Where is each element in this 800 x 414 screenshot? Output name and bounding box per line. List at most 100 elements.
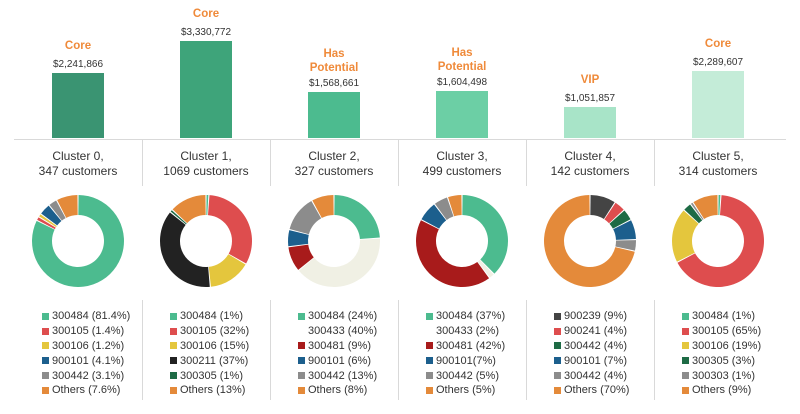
segment-label: Has Potential xyxy=(309,48,359,74)
donut-slice xyxy=(289,200,322,235)
legend-swatch xyxy=(170,327,177,335)
legend-item: Others (7.6%) xyxy=(42,383,130,398)
legend-swatch xyxy=(682,342,689,350)
donut-slice xyxy=(288,244,314,270)
legend-label: Others (13%) xyxy=(180,384,246,397)
legend-item: 300303 (1%) xyxy=(682,368,761,383)
legend-label: 300106 (19%) xyxy=(692,339,762,352)
donut-slice xyxy=(590,195,615,220)
legend-label: Others (7.6%) xyxy=(52,384,121,397)
legend-item: Others (5%) xyxy=(426,383,505,398)
bar-value-label: $1,568,661 xyxy=(308,78,360,89)
legend-item: 300106 (1.2%) xyxy=(42,339,130,354)
legend-item: Others (8%) xyxy=(298,383,377,398)
legend-item: Others (9%) xyxy=(682,383,761,398)
donut-slice xyxy=(462,195,508,274)
donut-slice xyxy=(312,195,334,219)
legend-label: 900101 (6%) xyxy=(308,354,371,367)
legend-swatch xyxy=(682,327,689,335)
legend-item: 300305 (3%) xyxy=(682,353,761,368)
legend-label: Others (5%) xyxy=(436,384,496,397)
legend-swatch xyxy=(682,357,689,365)
legend-swatch xyxy=(42,386,49,394)
legend-label: 300484 (1%) xyxy=(180,310,243,323)
cluster-customers: 1069 customers xyxy=(163,164,249,178)
bar xyxy=(692,71,744,138)
donut-slice xyxy=(604,202,624,224)
legend-divider xyxy=(270,300,271,400)
legend-item: 300433 (2%) xyxy=(426,324,505,339)
legend-swatch xyxy=(426,342,433,350)
legend-item: 300106 (15%) xyxy=(170,339,249,354)
legend-label: 300433 (2%) xyxy=(436,325,499,338)
cluster-name: Cluster 4, xyxy=(564,149,616,163)
cluster-name: Cluster 3, xyxy=(436,149,488,163)
cluster-column: $1,568,661 Has Potential Cluster 2, 327 cus… xyxy=(270,0,398,414)
legend: 900239 (9%) 900241 (4%) 300442 (4%) 900101 … xyxy=(554,309,629,398)
donut-slice xyxy=(208,254,246,287)
donut-chart xyxy=(160,195,252,287)
cluster-customers: 499 customers xyxy=(422,164,502,178)
legend-item: 300105 (1.4%) xyxy=(42,324,130,339)
legend-item: 300305 (1%) xyxy=(170,368,249,383)
legend-swatch xyxy=(426,312,433,320)
donut-slice xyxy=(421,204,447,229)
legend-item: 300484 (37%) xyxy=(426,309,505,324)
donut-slice xyxy=(172,195,206,224)
cluster-name: Cluster 1, xyxy=(180,149,232,163)
legend-item: 300484 (1%) xyxy=(682,309,761,324)
column-divider xyxy=(526,140,527,186)
legend-label: 300106 (15%) xyxy=(180,339,250,352)
legend-swatch xyxy=(42,372,49,380)
legend-label: 300442 (4%) xyxy=(564,369,627,382)
legend-label: 300305 (1%) xyxy=(180,369,243,382)
legend-swatch xyxy=(426,372,433,380)
legend-item: 300106 (19%) xyxy=(682,339,761,354)
cluster-name: Cluster 5, xyxy=(692,149,744,163)
segment-label: Core xyxy=(192,8,220,20)
donut-slice xyxy=(41,205,62,226)
legend-label: 300106 (1.2%) xyxy=(52,339,125,352)
donut-slice xyxy=(39,214,57,228)
donut-slice xyxy=(160,212,210,287)
legend-label: 900101 (4.1%) xyxy=(52,354,125,367)
cluster-name: Cluster 0, xyxy=(52,149,104,163)
donut-slice xyxy=(609,210,631,229)
legend-item: 900101 (7%) xyxy=(554,353,629,368)
donut-slice xyxy=(718,195,721,216)
cluster-customers: 347 customers xyxy=(38,164,118,178)
donut-chart xyxy=(416,195,508,287)
legend: 300484 (37%) 300433 (2%) 300481 (42%) 90010… xyxy=(426,309,505,398)
legend-label: 300105 (65%) xyxy=(692,325,762,338)
legend-label: 300484 (24%) xyxy=(308,310,378,323)
legend-label: 900101 (7%) xyxy=(564,354,627,367)
legend-item: 300433 (40%) xyxy=(298,324,377,339)
segment-label: Has Potential xyxy=(437,47,487,73)
baseline-rule xyxy=(14,139,786,140)
legend-label: Others (8%) xyxy=(308,384,368,397)
legend-swatch xyxy=(298,312,305,320)
legend-swatch xyxy=(170,357,177,365)
legend-swatch xyxy=(554,372,561,380)
legend-item: 300105 (65%) xyxy=(682,324,761,339)
legend-item: 300211 (37%) xyxy=(170,353,249,368)
legend-swatch xyxy=(554,312,561,320)
legend-item: 900241 (4%) xyxy=(554,324,629,339)
legend-divider xyxy=(142,300,143,400)
donut-slice xyxy=(477,259,494,278)
bar-value-label: $1,604,498 xyxy=(436,77,488,88)
legend-item: 900101(7%) xyxy=(426,353,505,368)
cluster-customers: 327 customers xyxy=(294,164,374,178)
column-divider xyxy=(654,140,655,186)
cluster-label: Cluster 5, 314 customers xyxy=(654,149,782,179)
donut-chart xyxy=(672,195,764,287)
donut-slice xyxy=(613,220,636,240)
cluster-column: $2,241,866 Core Cluster 0, 347 customers 300… xyxy=(14,0,142,414)
donut-slice xyxy=(416,220,490,287)
cluster-column: $1,604,498 Has Potential Cluster 3, 499 cus… xyxy=(398,0,526,414)
legend-label: 300442 (13%) xyxy=(308,369,378,382)
bar-value-label: $2,241,866 xyxy=(52,59,104,70)
legend-divider xyxy=(526,300,527,400)
legend-label: 300484 (37%) xyxy=(436,310,506,323)
